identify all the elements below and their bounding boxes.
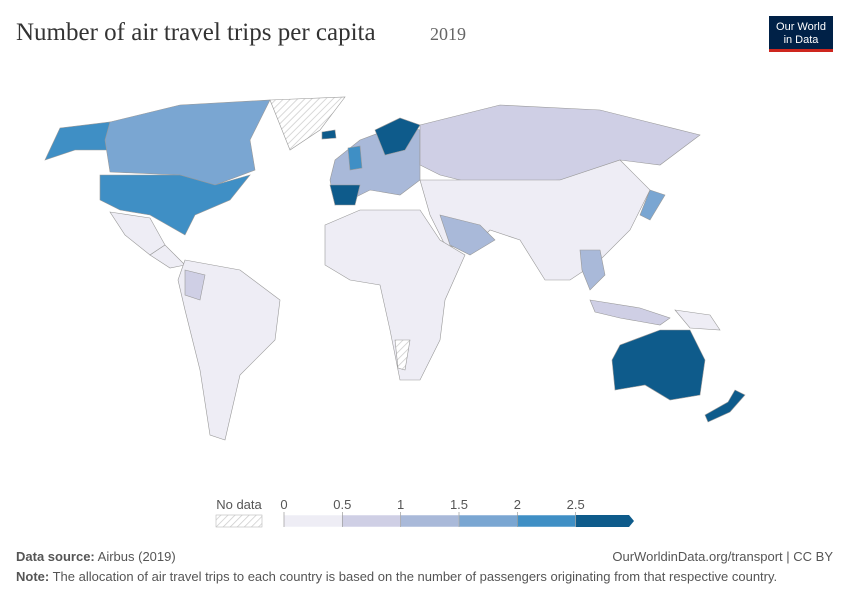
country[interactable] <box>177 259 281 441</box>
country[interactable] <box>149 244 186 269</box>
country[interactable] <box>589 299 671 326</box>
country[interactable] <box>347 145 363 171</box>
source-text: Airbus (2019) <box>98 549 176 564</box>
legend-bin <box>575 515 634 527</box>
logo-stripe <box>769 49 833 52</box>
country[interactable] <box>321 129 337 140</box>
country[interactable] <box>439 214 496 256</box>
legend-bin <box>342 514 401 528</box>
country[interactable] <box>99 174 251 236</box>
note-text: The allocation of air travel trips to ea… <box>53 569 778 584</box>
country[interactable] <box>674 309 721 331</box>
legend-bin <box>400 514 460 528</box>
legend: No data 0 0.5 1 1.5 2 2.5 <box>215 497 634 528</box>
country[interactable] <box>184 269 206 301</box>
country[interactable] <box>104 99 271 186</box>
world-map <box>44 96 746 441</box>
legend-tick-label: 1.5 <box>450 497 468 512</box>
country[interactable] <box>419 104 701 186</box>
country[interactable] <box>324 209 466 381</box>
no-data-swatch <box>215 514 263 528</box>
note: Note: The allocation of air travel trips… <box>16 569 777 584</box>
legend-tick-label: 0.5 <box>333 497 351 512</box>
legend-tick-label: 2 <box>514 497 521 512</box>
country[interactable] <box>374 117 421 156</box>
title: Number of air travel trips per capita <box>16 19 376 46</box>
no-data-label: No data <box>216 497 262 512</box>
legend-tick-label: 1 <box>397 497 404 512</box>
country[interactable] <box>639 189 666 221</box>
source: Data source: Airbus (2019) <box>16 549 176 564</box>
country[interactable] <box>269 96 346 151</box>
country[interactable] <box>394 339 411 371</box>
legend-tick-label: 2.5 <box>567 497 585 512</box>
url[interactable]: OurWorldinData.org/transport | CC BY <box>612 549 833 564</box>
note-label: Note: <box>16 569 49 584</box>
year: 2019 <box>430 24 466 44</box>
legend-bin <box>283 514 343 528</box>
country[interactable] <box>579 249 606 291</box>
legend-bin <box>517 514 576 528</box>
country[interactable] <box>329 184 361 206</box>
country[interactable] <box>611 329 706 401</box>
source-label: Data source: <box>16 549 95 564</box>
legend-tick-label: 0 <box>280 497 287 512</box>
logo-text: Our World <box>776 21 826 33</box>
logo[interactable]: Our World in Data <box>769 16 833 52</box>
logo-text: in Data <box>784 34 820 46</box>
logo-box[interactable] <box>769 16 833 50</box>
legend-bin <box>458 514 518 528</box>
country[interactable] <box>44 121 111 161</box>
country[interactable] <box>704 389 746 423</box>
